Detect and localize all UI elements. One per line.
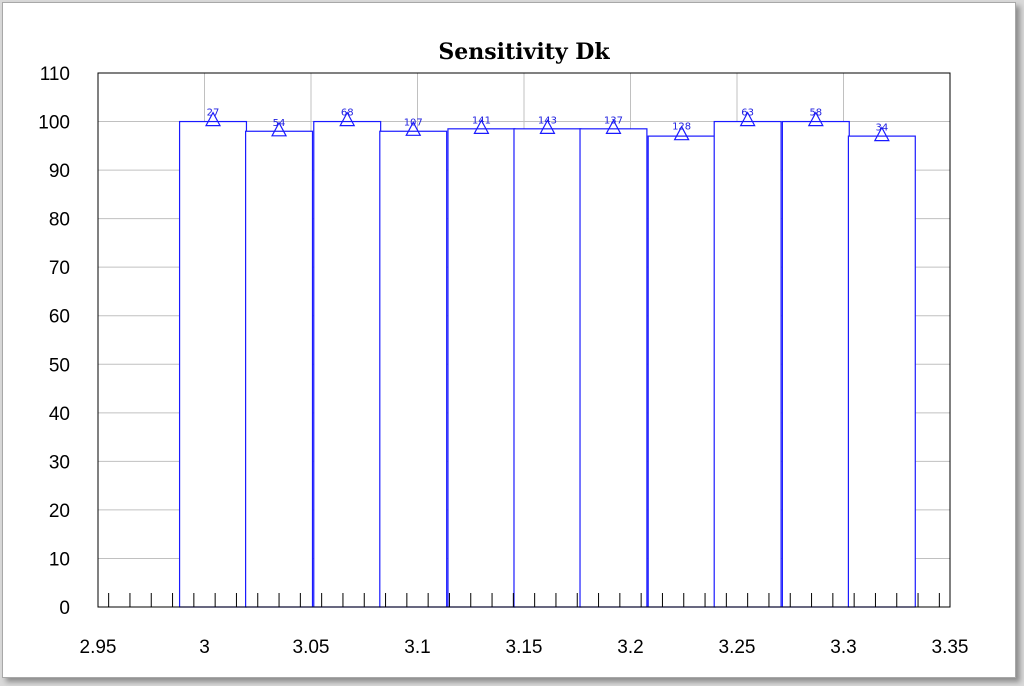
bin-count-label: 143	[538, 115, 557, 126]
y-tick-label: 30	[49, 452, 70, 473]
x-tick-label: 3.35	[932, 637, 969, 658]
bar	[513, 128, 582, 608]
bin-count-label: 27	[207, 108, 220, 119]
bin-count-label: 137	[604, 115, 623, 126]
axes	[97, 72, 951, 608]
y-tick-label: 0	[59, 598, 70, 619]
bin-count-label: 34	[875, 123, 888, 134]
triangle-marker	[473, 119, 490, 134]
bin-count-label: 128	[672, 122, 691, 133]
bin-count-label: 58	[809, 108, 822, 119]
x-tick-label: 3.15	[506, 637, 543, 658]
x-tick-label: 3.3	[830, 637, 856, 658]
triangle-marker	[605, 119, 622, 134]
triangle-marker	[539, 119, 556, 134]
bin-count-label: 63	[741, 108, 754, 119]
y-tick-label: 80	[49, 210, 70, 231]
y-tick-label: 70	[49, 258, 70, 279]
bar	[178, 120, 248, 608]
triangle-marker	[205, 111, 222, 127]
triangle-marker	[807, 111, 824, 127]
bar	[647, 135, 716, 608]
triangle-marker	[339, 111, 356, 127]
chart-title: Sensitivity Dk	[438, 39, 610, 65]
plot-border	[97, 72, 951, 608]
x-tick-label: 2.95	[80, 637, 117, 658]
y-tick-label: 20	[49, 501, 70, 522]
bin-count-label: 68	[341, 108, 354, 119]
triangle-marker	[405, 121, 422, 136]
triangle-marker	[271, 121, 288, 137]
bar	[781, 120, 850, 608]
x-tick-label: 3.1	[404, 637, 430, 658]
bar	[245, 130, 314, 608]
triangle-marker	[873, 126, 890, 142]
triangle-marker	[739, 111, 756, 127]
bar	[713, 120, 782, 608]
bin-count-label: 54	[273, 118, 286, 129]
bar	[847, 135, 916, 608]
bar	[379, 130, 448, 608]
bar	[447, 128, 516, 608]
y-tick-label: 10	[49, 549, 70, 570]
y-tick-label: 110	[40, 64, 70, 85]
x-tick-label: 3.05	[293, 637, 330, 658]
y-tick-label: 50	[49, 355, 70, 376]
y-tick-label: 60	[49, 307, 70, 328]
bars	[178, 120, 916, 608]
bar	[579, 128, 648, 608]
tick-labels: 0 10 20 30 40 50 60 70 80 90 100 110 2.95 3 3.05 3.1 3.1…	[38, 64, 968, 658]
x-tick-label: 3.2	[617, 637, 643, 658]
x-tick-label: 3.25	[719, 637, 756, 658]
bar	[313, 120, 382, 608]
y-tick-label: 90	[49, 161, 70, 182]
y-tick-label: 40	[49, 404, 70, 425]
y-tick-label: 100	[38, 113, 70, 134]
x-tick-label: 3	[199, 637, 210, 658]
bin-count-label: 141	[472, 115, 491, 126]
triangle-marker	[673, 125, 690, 141]
bin-count-label: 107	[404, 117, 423, 128]
markers: 27 54 68 107 141 143 137 128 63 58 34	[205, 108, 890, 142]
